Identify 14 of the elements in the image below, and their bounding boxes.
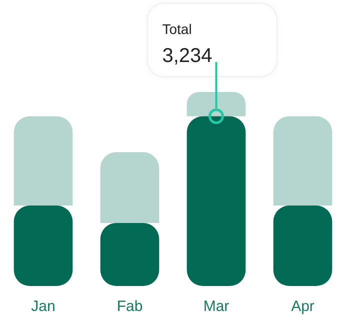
x-tick-label: Fab xyxy=(116,298,143,316)
x-tick-label: Mar xyxy=(203,298,230,316)
bar xyxy=(273,116,332,206)
text: Total xyxy=(162,21,192,37)
bar xyxy=(14,116,73,206)
bar xyxy=(100,222,160,286)
bar xyxy=(273,205,332,286)
bar xyxy=(186,92,246,116)
bar xyxy=(100,152,160,223)
bar xyxy=(186,116,246,286)
bar xyxy=(14,205,73,286)
x-tick-label: Jan xyxy=(31,298,56,316)
annotation: 3,234 xyxy=(162,45,212,67)
x-tick-label: Apr xyxy=(291,298,314,316)
